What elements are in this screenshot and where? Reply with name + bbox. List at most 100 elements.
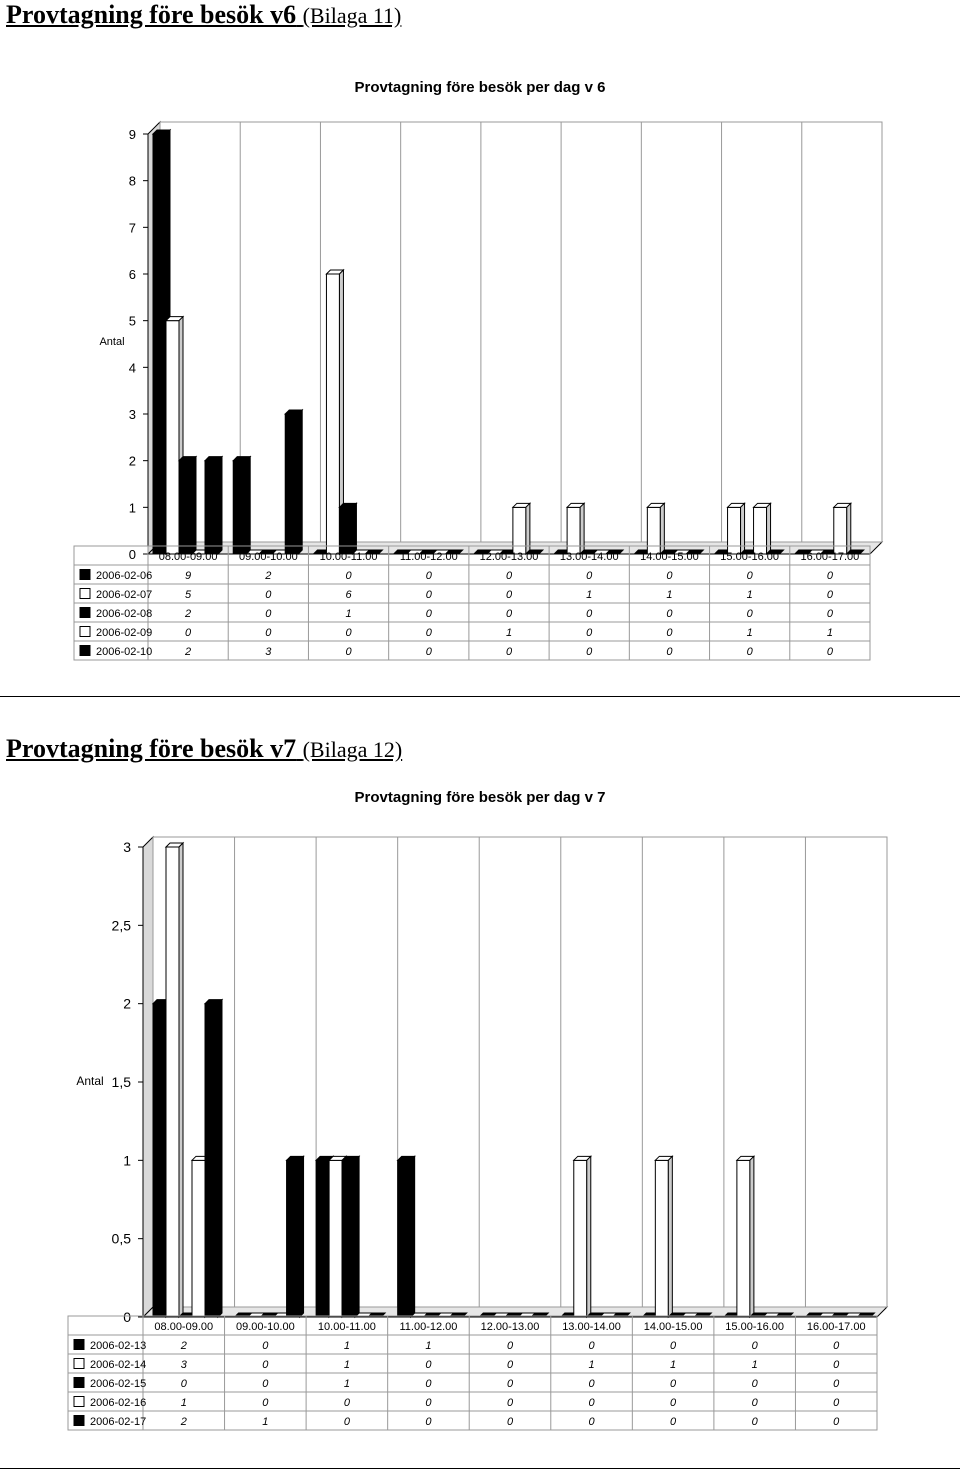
y-tick-label: 4 — [129, 360, 136, 375]
bar — [444, 549, 464, 555]
category-label: 12.00-13.00 — [481, 1321, 540, 1333]
table-cell: 1 — [506, 627, 512, 639]
y-tick-label: 1 — [123, 1152, 131, 1168]
bar — [735, 1155, 756, 1319]
legend-swatch — [73, 1377, 85, 1388]
category-label: 09.00-10.00 — [239, 551, 298, 563]
table-cell: 0 — [262, 1397, 269, 1409]
table-cell: 0 — [586, 570, 593, 582]
table-cell: 0 — [752, 1397, 759, 1409]
category-label: 16.00-17.00 — [801, 551, 860, 563]
table-cell: 0 — [833, 1397, 840, 1409]
bar-zero — [765, 549, 785, 555]
legend-label: 2006-02-06 — [96, 570, 152, 582]
table-cell: 0 — [586, 627, 593, 639]
table-cell: 0 — [262, 1340, 269, 1352]
category-label: 11.00-12.00 — [400, 551, 458, 563]
bar-side — [217, 455, 223, 556]
table-cell: 0 — [747, 646, 754, 658]
bar-zero — [524, 549, 545, 555]
table-cell: 0 — [833, 1340, 840, 1352]
y-axis-label: Antal — [99, 336, 124, 348]
table-cell: 9 — [185, 570, 191, 582]
table-cell: 0 — [265, 608, 272, 620]
bar — [203, 455, 224, 556]
bar — [177, 455, 198, 556]
bar — [765, 549, 785, 555]
table-cell: 0 — [506, 646, 513, 658]
bar — [284, 408, 304, 556]
y-axis-label: Antal — [76, 1074, 103, 1088]
table-cell: 0 — [265, 627, 272, 639]
bar-side — [410, 1155, 416, 1319]
bar-side — [217, 998, 223, 1319]
bar-zero — [364, 549, 384, 555]
bar-zero — [685, 549, 705, 555]
table-cell: 0 — [344, 1416, 351, 1428]
table-cell: 1 — [344, 1378, 350, 1390]
bar-side — [299, 1155, 305, 1319]
table-cell: 0 — [507, 1397, 514, 1409]
table-cell: 0 — [507, 1378, 514, 1390]
legend-swatch — [79, 645, 91, 656]
table-cell: 0 — [425, 1397, 432, 1409]
table-cell: 0 — [833, 1378, 840, 1390]
section-heading-v7: Provtagning före besök v7 (Bilaga 12) — [6, 734, 402, 765]
table-cell: 0 — [506, 570, 513, 582]
category-label: 14.00-15.00 — [644, 1321, 703, 1333]
table-cell: 1 — [344, 1359, 350, 1371]
legend-label: 2006-02-14 — [90, 1359, 146, 1371]
section-heading-v6: Provtagning före besök v6 (Bilaga 11) — [6, 0, 401, 31]
bar-front — [573, 1159, 588, 1318]
y-tick-label: 2,5 — [112, 917, 132, 933]
y-tick-label: 1 — [129, 500, 136, 515]
bar — [604, 549, 625, 555]
legend-label: 2006-02-17 — [90, 1416, 146, 1428]
y-tick-label: 5 — [129, 314, 136, 329]
bar-front — [341, 1159, 356, 1318]
y-tick-label: 6 — [129, 267, 136, 282]
table-cell: 0 — [827, 570, 834, 582]
table-cell: 0 — [666, 646, 673, 658]
category-label: 09.00-10.00 — [236, 1321, 295, 1333]
table-cell: 0 — [262, 1378, 269, 1390]
heading-appendix: (Bilaga 12) — [302, 737, 403, 762]
category-label: 13.00-14.00 — [560, 551, 619, 563]
legend-label: 2006-02-09 — [96, 627, 152, 639]
bar — [340, 1155, 361, 1319]
table-cell: 0 — [666, 570, 673, 582]
bar — [285, 1155, 305, 1319]
category-label: 15.00-16.00 — [725, 1321, 784, 1333]
bar — [164, 841, 185, 1319]
table-cell: 0 — [747, 608, 754, 620]
table-cell: 0 — [506, 608, 513, 620]
table-cell: 0 — [827, 589, 834, 601]
bar — [646, 502, 666, 556]
table-cell: 1 — [827, 627, 833, 639]
category-label: 15.00-16.00 — [720, 551, 779, 563]
table-cell: 1 — [747, 627, 753, 639]
table-cell: 1 — [344, 1340, 350, 1352]
table-cell: 1 — [588, 1359, 594, 1371]
bar-front — [191, 1159, 206, 1318]
table-cell: 0 — [666, 627, 673, 639]
bar-front — [315, 1159, 330, 1318]
y-tick-label: 3 — [129, 407, 136, 422]
legend-label: 2006-02-16 — [90, 1397, 146, 1409]
bar — [832, 502, 852, 556]
bar — [524, 549, 545, 555]
table-cell: 0 — [507, 1340, 514, 1352]
table-cell: 1 — [586, 589, 592, 601]
table-cell: 0 — [181, 1378, 188, 1390]
y-tick-label: 2 — [129, 454, 136, 469]
bar-front — [165, 846, 180, 1318]
bar — [845, 549, 865, 555]
y-tick-label: 7 — [129, 220, 136, 235]
bar — [232, 455, 252, 556]
table-cell: 0 — [752, 1416, 759, 1428]
category-label: 11.00-12.00 — [399, 1321, 457, 1333]
category-label: 12.00-13.00 — [480, 551, 539, 563]
table-cell: 0 — [345, 646, 352, 658]
table-cell: 0 — [507, 1359, 514, 1371]
chart-v6: Provtagning före besök per dag v 6 Antal 0… — [73, 79, 884, 661]
